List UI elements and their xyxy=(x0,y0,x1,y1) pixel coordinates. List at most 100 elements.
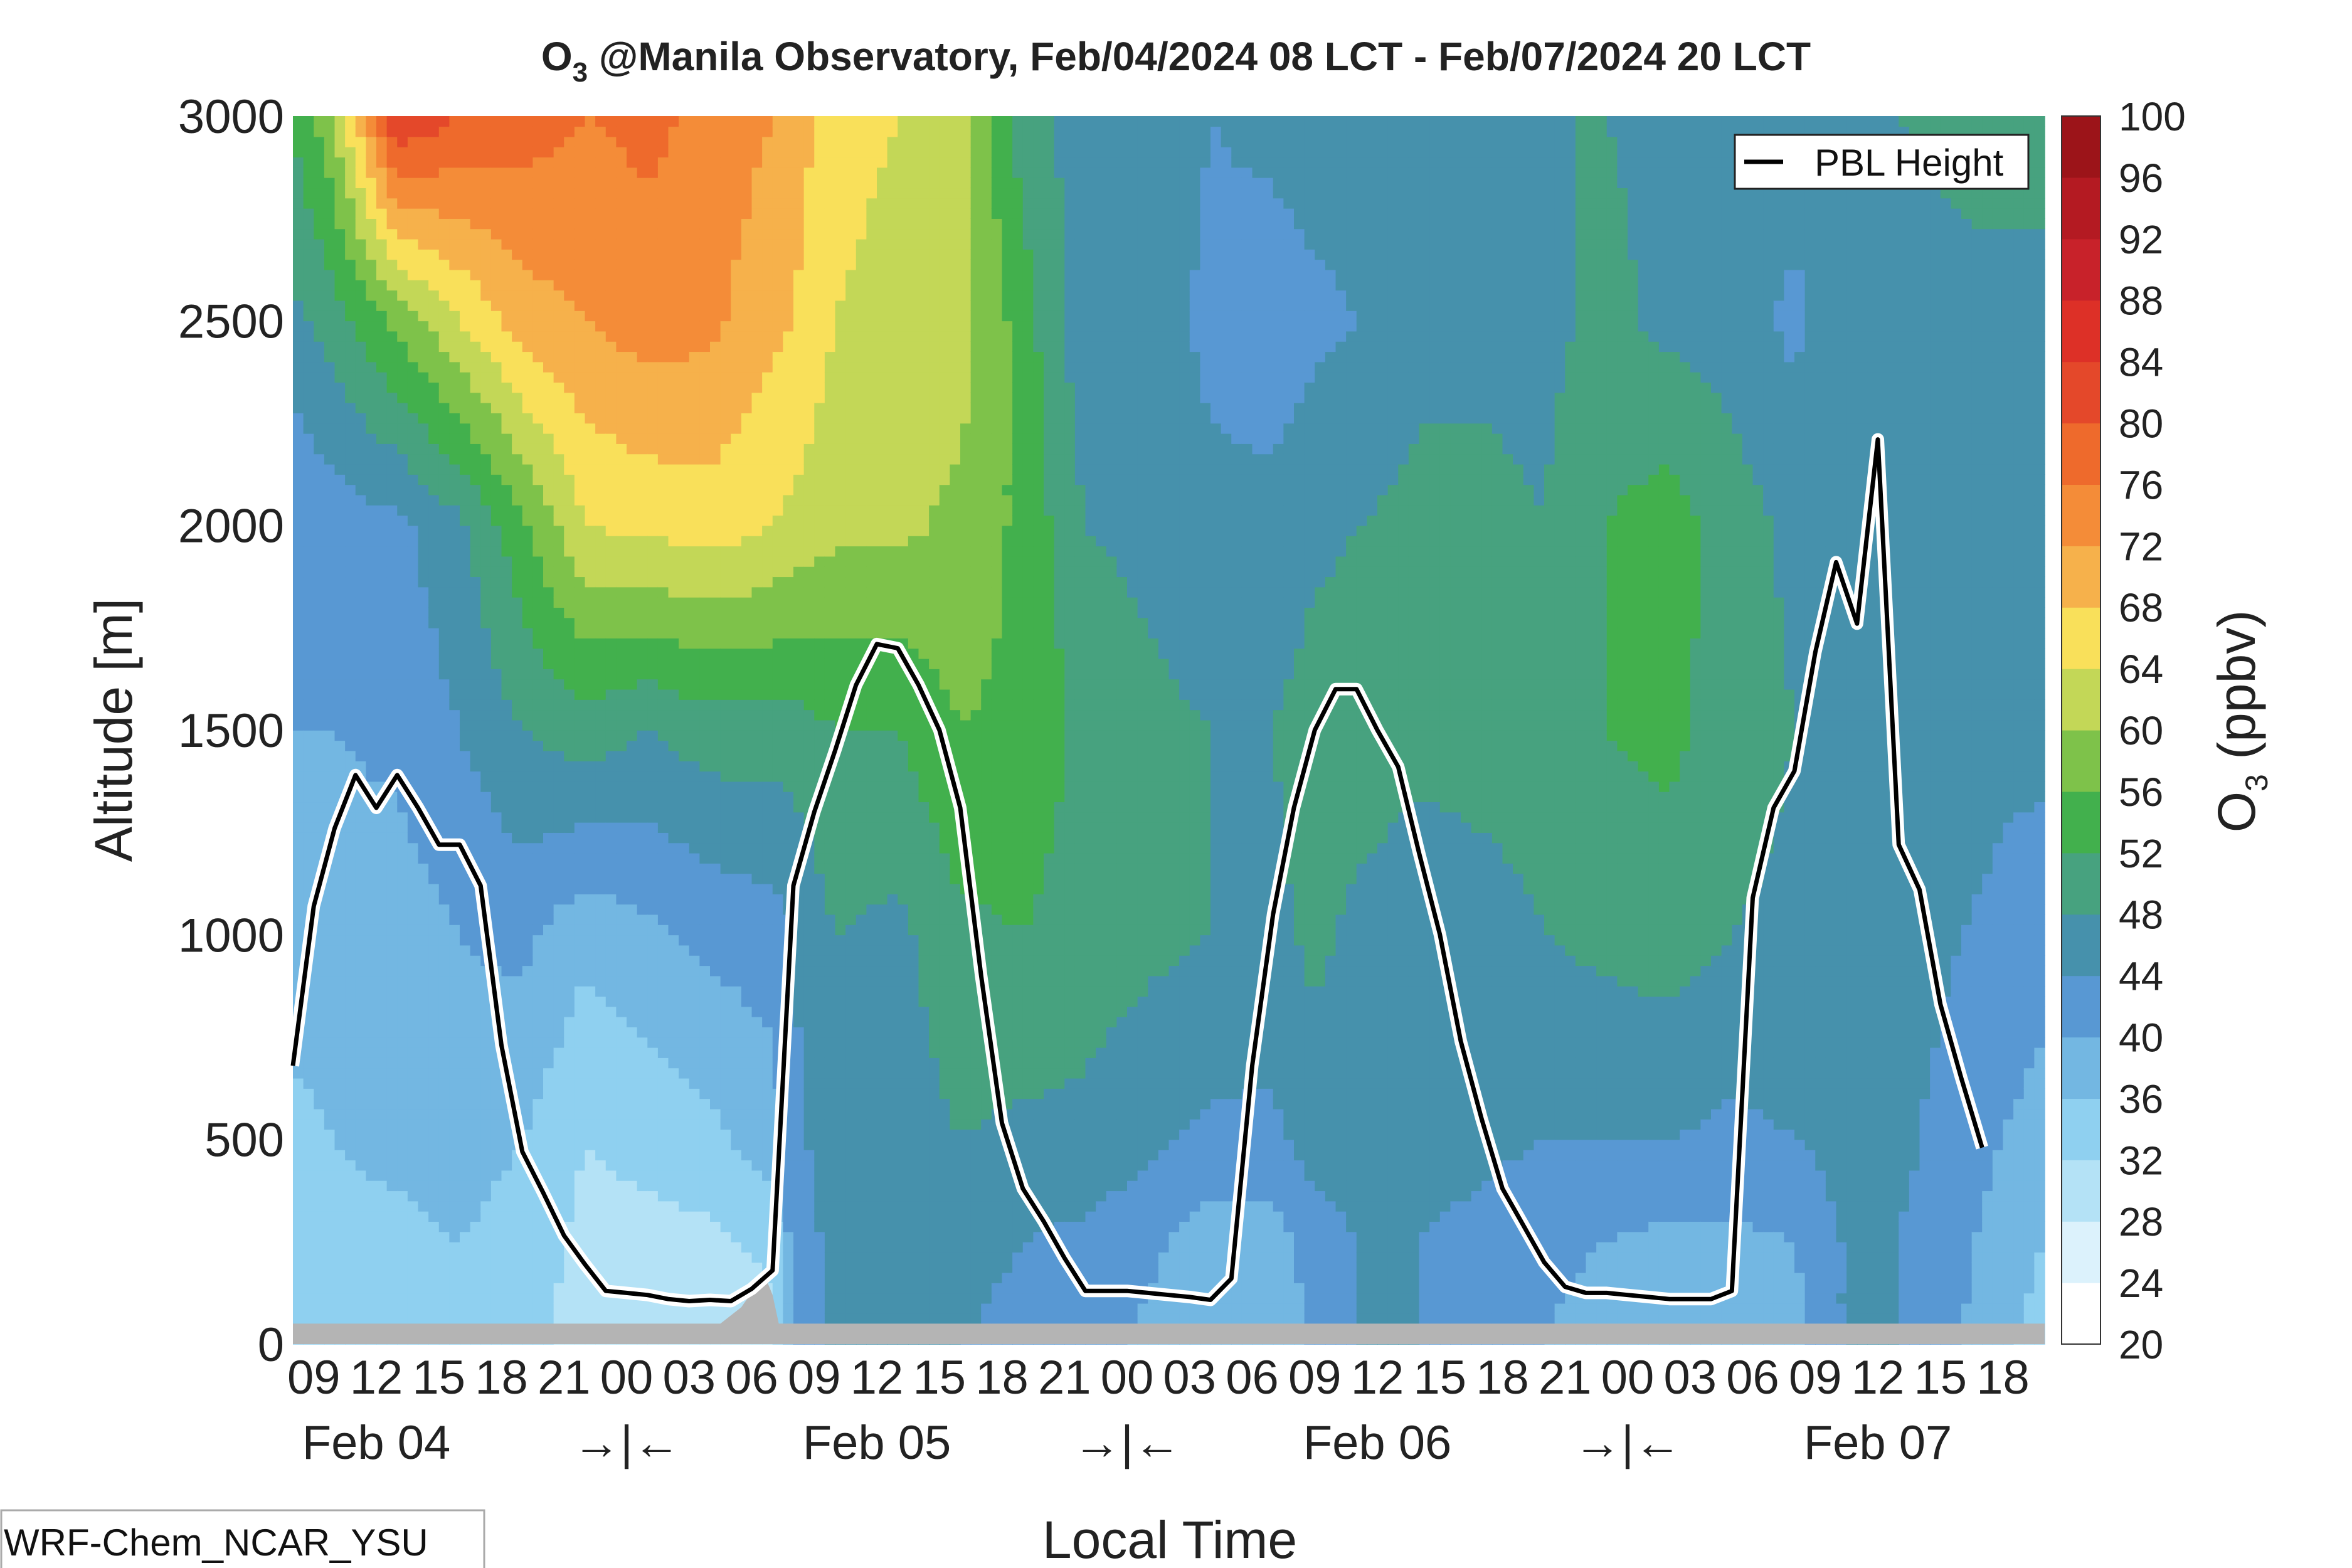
field-cell xyxy=(376,965,387,976)
field-cell xyxy=(460,935,470,945)
field-cell xyxy=(439,372,450,383)
field-cell xyxy=(637,218,648,229)
field-cell xyxy=(522,740,533,751)
field-cell xyxy=(304,618,314,628)
field-cell xyxy=(366,935,376,945)
field-cell xyxy=(491,730,502,741)
field-cell xyxy=(408,1109,418,1120)
field-cell xyxy=(554,955,564,966)
field-cell xyxy=(554,597,564,608)
field-cell xyxy=(366,709,376,720)
field-cell xyxy=(408,1252,418,1263)
field-cell xyxy=(532,842,543,853)
field-cell xyxy=(669,259,679,270)
field-cell xyxy=(585,1180,596,1191)
field-cell xyxy=(647,310,658,321)
field-cell xyxy=(522,996,533,1007)
field-cell xyxy=(449,495,460,506)
field-cell xyxy=(397,464,408,475)
field-cell xyxy=(616,648,627,659)
field-cell xyxy=(408,618,418,628)
field-cell xyxy=(595,167,606,178)
field-cell xyxy=(564,116,575,127)
field-cell xyxy=(522,505,533,516)
field-cell xyxy=(470,526,481,536)
field-cell xyxy=(710,259,721,270)
field-cell xyxy=(418,433,429,444)
field-cell xyxy=(439,618,450,628)
field-cell xyxy=(314,1313,324,1324)
field-cell xyxy=(491,576,502,587)
field-cell xyxy=(293,1211,304,1222)
field-cell xyxy=(669,464,679,475)
field-cell xyxy=(595,382,606,393)
field-cell xyxy=(480,239,491,250)
field-cell xyxy=(679,1273,689,1283)
field-cell xyxy=(543,1262,554,1273)
field-cell xyxy=(658,300,669,311)
field-cell xyxy=(575,443,585,454)
field-cell xyxy=(428,331,439,342)
field-cell xyxy=(397,863,408,874)
field-cell xyxy=(699,249,710,260)
field-cell xyxy=(647,628,658,638)
field-cell xyxy=(616,495,627,506)
field-cell xyxy=(376,945,387,956)
field-cell xyxy=(335,1303,346,1314)
field-cell xyxy=(418,761,429,771)
field-cell xyxy=(408,679,418,689)
field-cell xyxy=(439,453,450,464)
field-cell xyxy=(428,771,439,781)
field-cell xyxy=(366,280,376,290)
field-cell xyxy=(512,280,522,290)
field-cell xyxy=(699,351,710,362)
field-cell xyxy=(335,403,346,413)
field-cell xyxy=(439,781,450,792)
field-cell xyxy=(554,965,564,976)
field-cell xyxy=(647,1017,658,1027)
field-cell xyxy=(532,1129,543,1140)
field-cell xyxy=(418,720,429,731)
field-cell xyxy=(512,188,522,198)
field-cell xyxy=(439,607,450,618)
field-cell xyxy=(679,1067,689,1078)
field-cell xyxy=(460,781,470,792)
field-cell xyxy=(595,464,606,475)
field-cell xyxy=(637,1273,648,1283)
field-cell xyxy=(606,648,617,659)
field-cell xyxy=(532,1242,543,1253)
field-cell xyxy=(699,310,710,321)
field-cell xyxy=(324,699,335,710)
field-cell xyxy=(314,147,324,157)
field-cell xyxy=(564,740,575,751)
field-cell xyxy=(335,157,346,167)
field-cell xyxy=(293,802,304,812)
field-cell xyxy=(480,751,491,761)
field-cell xyxy=(627,228,637,239)
field-cell xyxy=(699,781,710,792)
field-cell xyxy=(491,894,502,904)
field-cell xyxy=(356,546,366,556)
field-cell xyxy=(575,1129,585,1140)
field-cell xyxy=(575,259,585,270)
field-cell xyxy=(470,1170,481,1181)
field-cell xyxy=(522,699,533,710)
field-cell xyxy=(491,228,502,239)
field-cell xyxy=(293,1170,304,1181)
field-cell xyxy=(293,771,304,781)
field-cell xyxy=(491,556,502,567)
field-cell xyxy=(710,976,721,987)
field-cell xyxy=(564,208,575,219)
field-cell xyxy=(595,351,606,362)
field-cell xyxy=(522,536,533,546)
field-cell xyxy=(460,116,470,127)
field-cell xyxy=(721,822,731,833)
field-cell xyxy=(428,1242,439,1253)
field-cell xyxy=(669,372,679,383)
field-cell xyxy=(376,924,387,935)
field-cell xyxy=(397,597,408,608)
field-cell xyxy=(293,249,304,260)
field-cell xyxy=(647,751,658,761)
field-cell xyxy=(658,177,669,188)
field-cell xyxy=(647,331,658,342)
